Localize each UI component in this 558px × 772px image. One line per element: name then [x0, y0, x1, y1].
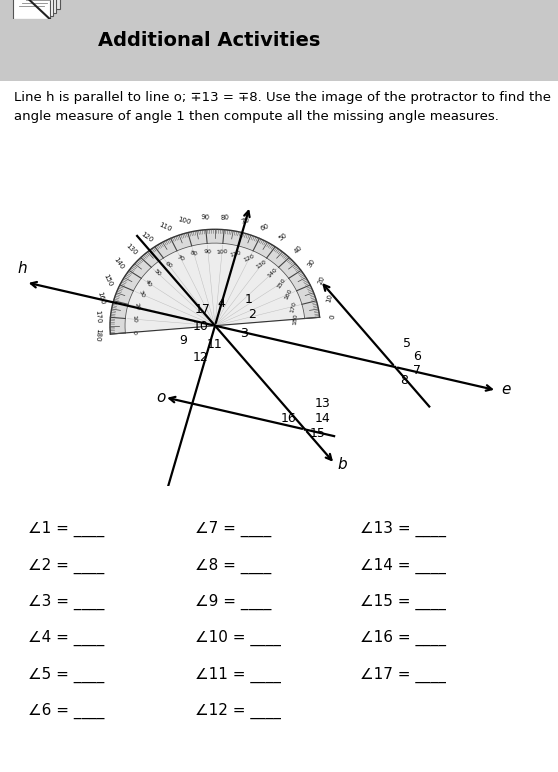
Text: 0: 0: [132, 330, 137, 334]
Text: 0: 0: [329, 313, 336, 319]
Text: ∠10 = ____: ∠10 = ____: [195, 630, 281, 646]
Text: h: h: [18, 261, 27, 276]
Text: 150: 150: [276, 277, 287, 290]
Bar: [16, 0, 53, 16]
Text: ∠9 = ____: ∠9 = ____: [195, 594, 271, 610]
Text: 40: 40: [145, 279, 153, 288]
Text: 30: 30: [138, 290, 146, 299]
Text: ∠17 = ____: ∠17 = ____: [360, 666, 446, 682]
Text: e: e: [501, 382, 510, 397]
Text: ∠14 = ____: ∠14 = ____: [360, 557, 446, 574]
Text: 160: 160: [283, 288, 293, 300]
Text: ∠11 = ____: ∠11 = ____: [195, 666, 281, 682]
Text: 40: 40: [293, 244, 304, 254]
Text: 110: 110: [230, 250, 242, 258]
Text: 14: 14: [315, 412, 331, 425]
Text: ∠13 = ____: ∠13 = ____: [360, 521, 446, 537]
Text: 13: 13: [315, 398, 331, 411]
Text: ∠6 = ____: ∠6 = ____: [28, 703, 104, 720]
Text: 10: 10: [132, 315, 137, 323]
Text: ∠12 = ____: ∠12 = ____: [195, 703, 281, 720]
Text: 11: 11: [207, 337, 223, 350]
Text: 15: 15: [310, 427, 326, 440]
Bar: [20, 0, 56, 13]
Polygon shape: [125, 243, 305, 333]
Text: 10: 10: [325, 293, 333, 303]
Text: 2: 2: [248, 308, 256, 321]
Text: 10: 10: [193, 320, 209, 334]
Text: 80: 80: [190, 250, 199, 257]
Text: 7: 7: [413, 364, 421, 378]
Bar: [13, 0, 50, 19]
Text: ∠4 = ____: ∠4 = ____: [28, 630, 104, 646]
Text: 4: 4: [217, 297, 225, 310]
Text: 70: 70: [240, 217, 251, 225]
Text: 60: 60: [259, 223, 270, 232]
Polygon shape: [110, 229, 320, 334]
Text: Additional Activities: Additional Activities: [98, 31, 320, 50]
Text: 90: 90: [200, 215, 209, 221]
Text: 100: 100: [177, 216, 192, 225]
Text: ∠8 = ____: ∠8 = ____: [195, 557, 271, 574]
Text: 180: 180: [293, 313, 299, 325]
Text: 140: 140: [112, 256, 124, 271]
Text: 80: 80: [220, 215, 230, 221]
Text: 180: 180: [94, 328, 101, 342]
Text: ∠16 = ____: ∠16 = ____: [360, 630, 446, 646]
Text: 9: 9: [179, 334, 187, 347]
Text: 20: 20: [318, 275, 326, 285]
Text: 170: 170: [289, 300, 297, 313]
Text: 170: 170: [94, 310, 101, 323]
Text: 1: 1: [245, 293, 253, 306]
Text: 90: 90: [204, 249, 212, 255]
Text: 5: 5: [403, 337, 411, 350]
Text: o: o: [156, 390, 166, 405]
Text: 50: 50: [277, 232, 288, 242]
Text: 140: 140: [266, 267, 278, 279]
Text: Line h is parallel to line o; ∓13 = ∓8. Use the image of the protractor to find : Line h is parallel to line o; ∓13 = ∓8. …: [14, 91, 551, 123]
Text: 120: 120: [243, 253, 256, 263]
Text: ∠2 = ____: ∠2 = ____: [28, 557, 104, 574]
Text: ∠7 = ____: ∠7 = ____: [195, 521, 271, 537]
Text: 12: 12: [193, 350, 209, 364]
Text: 16: 16: [281, 412, 297, 425]
Text: 130: 130: [124, 242, 138, 256]
Text: 8: 8: [400, 374, 408, 387]
Text: ∠1 = ____: ∠1 = ____: [28, 521, 104, 537]
Text: ∠5 = ____: ∠5 = ____: [28, 666, 104, 682]
Text: 130: 130: [255, 259, 268, 270]
Text: 160: 160: [97, 290, 105, 305]
Text: 20: 20: [133, 302, 140, 311]
Bar: [22, 0, 60, 9]
Text: ∠3 = ____: ∠3 = ____: [28, 594, 104, 610]
Text: 110: 110: [158, 222, 172, 233]
Text: 60: 60: [164, 260, 173, 269]
Text: 150: 150: [103, 273, 114, 287]
Text: 100: 100: [216, 249, 228, 255]
Text: 30: 30: [307, 258, 317, 269]
Text: 6: 6: [413, 350, 421, 363]
Text: 3: 3: [240, 327, 248, 340]
Text: ∠15 = ____: ∠15 = ____: [360, 594, 446, 610]
Text: 17: 17: [195, 303, 211, 316]
Text: 120: 120: [140, 231, 155, 243]
Text: b: b: [338, 456, 348, 472]
Text: 70: 70: [176, 255, 185, 262]
Text: 50: 50: [153, 269, 162, 278]
